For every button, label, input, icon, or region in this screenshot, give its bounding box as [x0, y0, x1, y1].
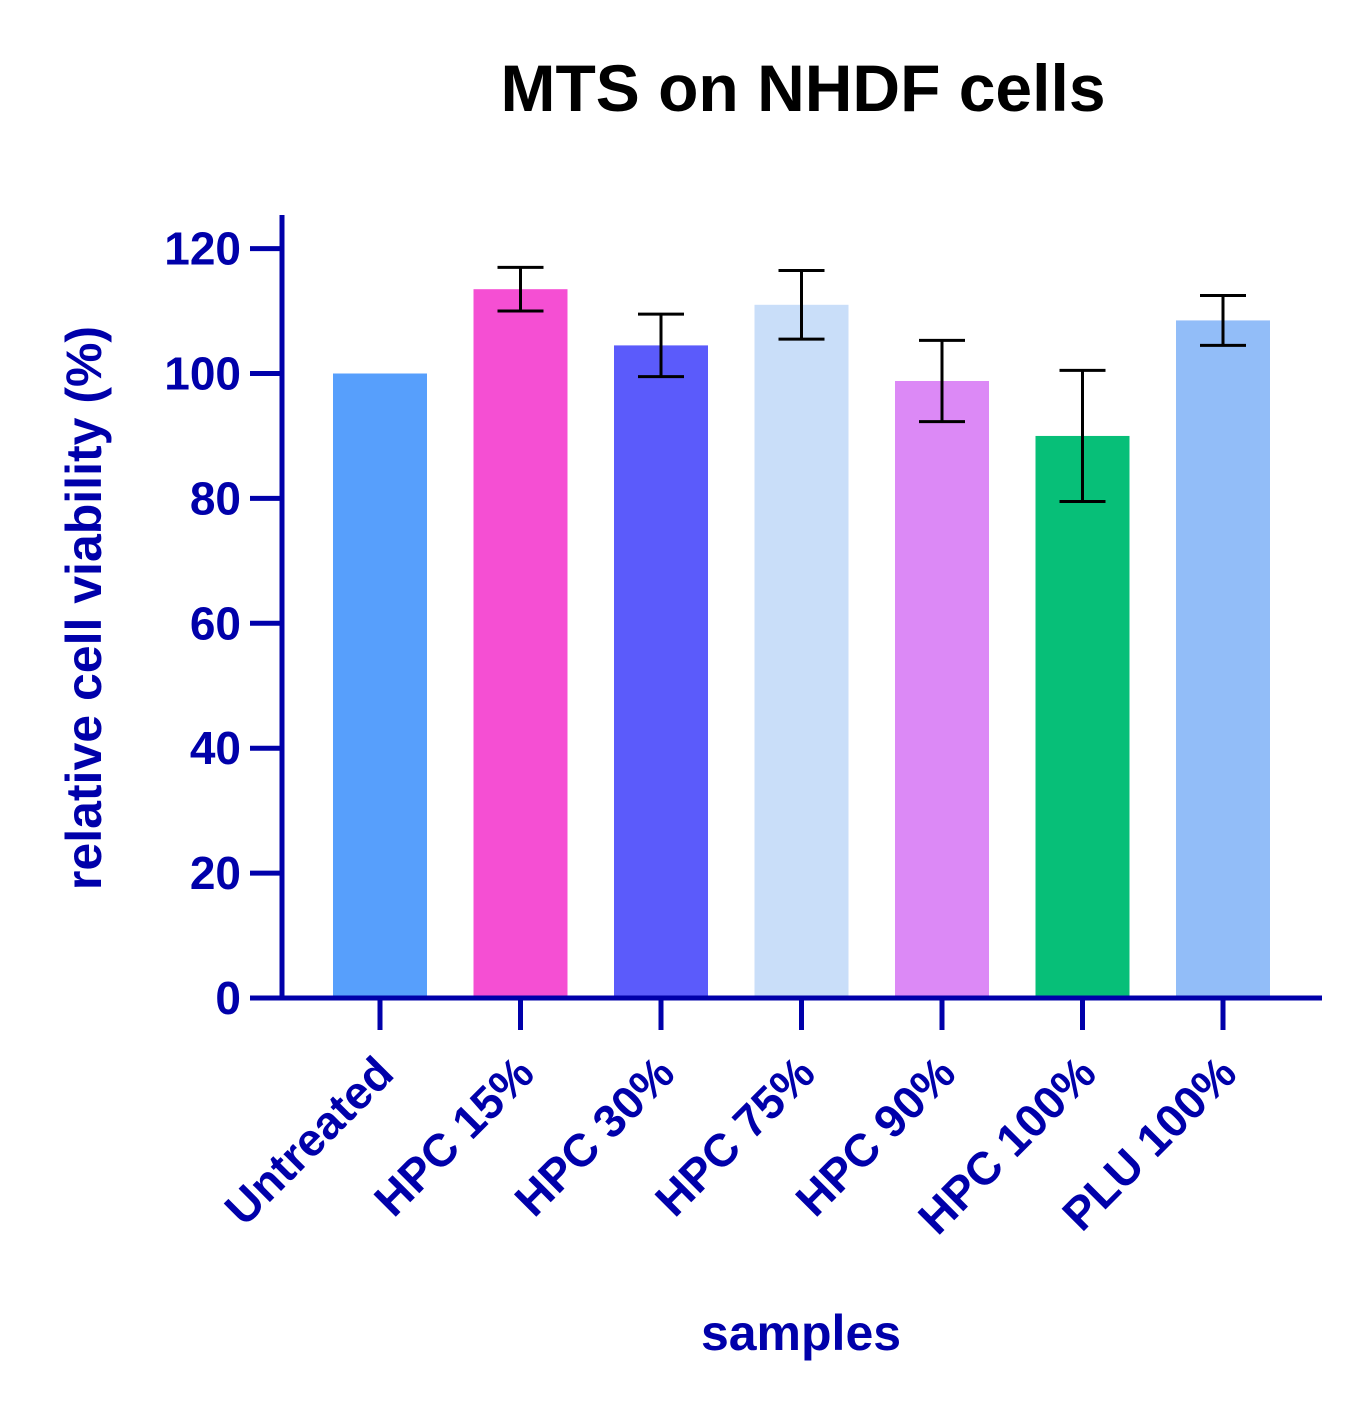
- x-tick-label-0: Untreated: [214, 1046, 403, 1235]
- bar-6: [1176, 320, 1270, 999]
- bar-2: [614, 345, 708, 999]
- chart-title: MTS on NHDF cells: [500, 51, 1105, 125]
- bar-1: [473, 289, 568, 998]
- bar-5: [1035, 435, 1130, 998]
- x-axis-label: samples: [701, 1305, 901, 1361]
- bar-4: [895, 380, 989, 998]
- y-tick-label-2: 40: [190, 722, 241, 774]
- y-tick-label-3: 60: [190, 597, 241, 649]
- y-tick-label-4: 80: [190, 472, 241, 524]
- y-tick-label-5: 100: [164, 348, 241, 400]
- y-tick-label-1: 20: [190, 847, 241, 899]
- y-tick-label-0: 0: [215, 972, 241, 1024]
- y-tick-label-6: 120: [164, 223, 241, 275]
- bar-3: [754, 304, 849, 998]
- bar-0: [333, 373, 427, 998]
- y-axis-label: relative cell viability (%): [56, 326, 112, 890]
